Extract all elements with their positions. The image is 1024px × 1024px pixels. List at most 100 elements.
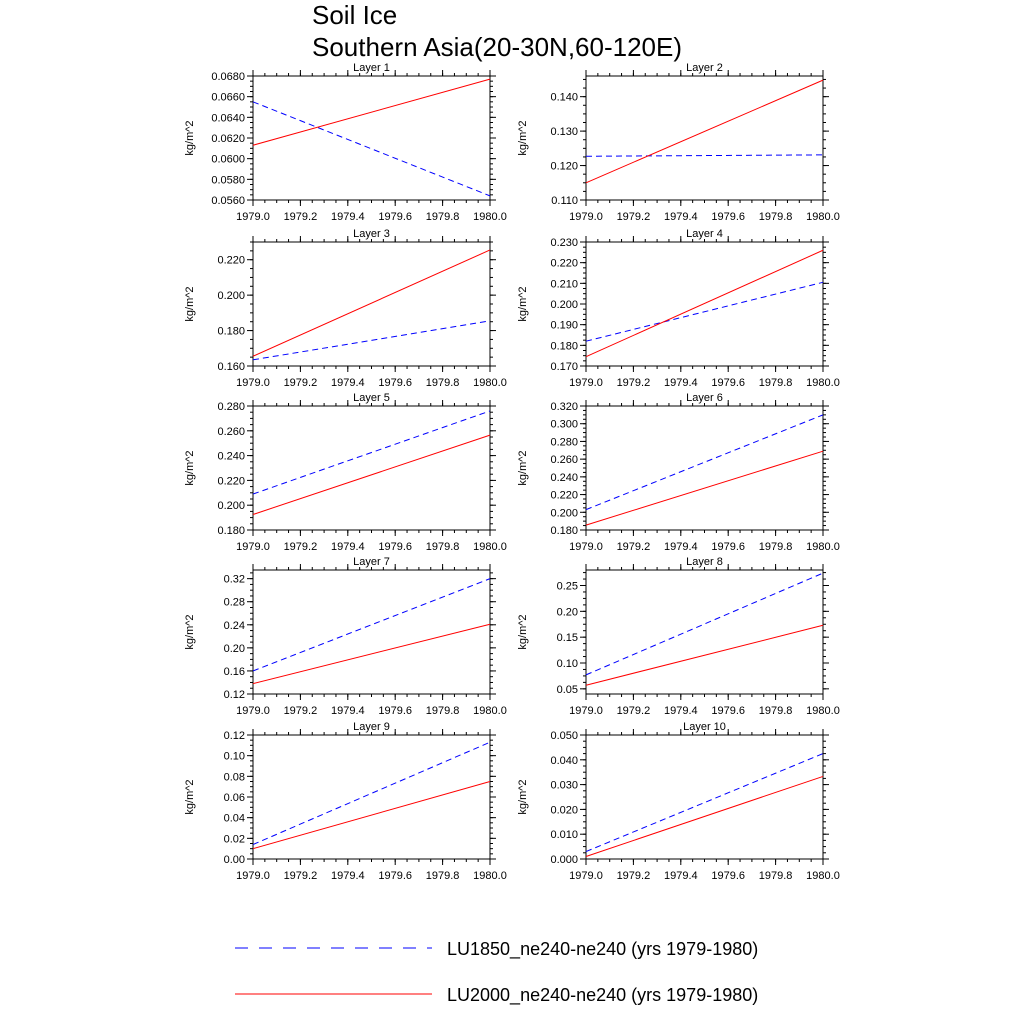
layer-1-series-lu1850-line [252,101,491,197]
legend: LU1850_ne240-ne240 (yrs 1979-1980) LU200… [235,939,758,1006]
layer-4-title: Layer 4 [686,228,723,240]
layer-6-y-tick-label: 0.300 [550,419,578,431]
layer-1-y-tick-label: 0.0680 [211,71,245,83]
layer-10-y-tick-label: 0.000 [550,854,578,866]
layer-3-plot-frame [252,241,491,367]
layer-6-y-tick-label: 0.180 [550,525,578,537]
layer-10-series-lu2000-line [585,775,824,857]
layer-5-x-tick-label: 1979.6 [378,541,412,553]
layer-1-x-tick-label: 1979.8 [426,211,460,223]
layer-5-series-lu2000-line [252,434,491,515]
layer-6-x-tick-label: 1979.0 [569,541,603,553]
layer-2-series-lu2000-line [585,79,824,184]
layer-3-panel: Layer 3 1979.0 1979.2 1979.4 1979.6 1979.8 198… [184,228,507,389]
layer-9-x-tick-label: 1979.4 [331,870,365,882]
layer-1-y-tick-label: 0.0620 [211,133,245,145]
layer-6-plot-frame [585,405,824,531]
layer-4-y-tick-label: 0.170 [550,361,578,373]
layer-8-y-axis-label: kg/m^2 [517,614,529,649]
layer-8-x-tick-label: 1979.4 [664,705,698,717]
layer-5-x-tick-label: 1979.0 [236,541,270,553]
layer-8-title: Layer 8 [686,556,723,568]
layer-7-x-tick-label: 1979.8 [426,705,460,717]
layer-7-y-tick-label: 0.24 [224,620,245,632]
layer-10-y-tick-label: 0.040 [550,755,578,767]
layer-10-y-tick-label: 0.030 [550,780,578,792]
layer-6-x-tick-label: 1979.6 [711,541,745,553]
layer-7-title: Layer 7 [353,556,390,568]
layer-9-y-tick-label: 0.04 [224,813,245,825]
layer-5-y-tick-label: 0.200 [217,500,245,512]
layer-9-series-lu1850-line [252,741,491,845]
layer-8-y-tick-label: 0.10 [557,658,578,670]
layer-1-series-lu2000-line [252,78,491,146]
layer-2-y-tick-label: 0.140 [550,92,578,104]
layer-2-title: Layer 2 [686,62,723,74]
layer-7-y-tick-label: 0.32 [224,574,245,586]
layer-1-x-tick-label: 1979.4 [331,211,365,223]
layer-3-x-tick-label: 1979.8 [426,377,460,389]
layer-7-y-axis-label: kg/m^2 [184,614,196,649]
layer-9-x-tick-label: 1979.8 [426,870,460,882]
layer-1-title: Layer 1 [353,62,390,74]
layer-5-panel: Layer 5 1979.0 1979.2 1979.4 1979.6 1979.8 198… [184,392,507,553]
layer-8-x-tick-label: 1980.0 [806,705,840,717]
layer-6-y-axis-label: kg/m^2 [517,450,529,485]
layer-6-y-tick-label: 0.260 [550,454,578,466]
layer-10-x-tick-label: 1979.8 [759,870,793,882]
layer-9-x-tick-label: 1979.6 [378,870,412,882]
layer-10-x-tick-label: 1979.2 [617,870,651,882]
layer-7-y-tick-label: 0.16 [224,666,245,678]
layer-2-plot-frame [585,75,824,201]
layer-5-x-tick-label: 1979.8 [426,541,460,553]
layer-6-x-tick-label: 1979.2 [617,541,651,553]
layer-5-y-tick-label: 0.280 [217,401,245,413]
layer-2-x-tick-label: 1979.2 [617,211,651,223]
layer-6-y-tick-label: 0.200 [550,507,578,519]
layer-6-y-tick-label: 0.220 [550,490,578,502]
layer-10-title: Layer 10 [683,721,726,733]
layer-4-y-tick-label: 0.190 [550,320,578,332]
layer-6-y-tick-label: 0.320 [550,401,578,413]
layer-4-x-tick-label: 1980.0 [806,377,840,389]
layer-2-y-tick-label: 0.110 [551,195,578,207]
layer-2-y-tick-label: 0.120 [550,161,578,173]
layer-5-series-lu1850-line [252,410,491,495]
legend-label-lu1850: LU1850_ne240-ne240 (yrs 1979-1980) [447,939,758,960]
layer-1-y-tick-label: 0.0640 [211,112,245,124]
layer-4-x-tick-label: 1979.8 [759,377,793,389]
layer-1-x-tick-label: 1979.6 [378,211,412,223]
layer-3-x-tick-label: 1979.6 [378,377,412,389]
layer-1-y-tick-label: 0.0660 [211,92,245,104]
layer-3-y-tick-label: 0.200 [217,290,245,302]
layer-10-x-tick-label: 1979.4 [664,870,698,882]
layer-1-x-tick-label: 1979.0 [236,211,270,223]
layer-8-x-tick-label: 1979.6 [711,705,745,717]
layer-2-x-tick-label: 1979.0 [569,211,603,223]
layer-6-x-tick-label: 1980.0 [806,541,840,553]
layer-3-title: Layer 3 [353,228,390,240]
layer-8-x-tick-label: 1979.8 [759,705,793,717]
layer-4-y-tick-label: 0.200 [550,299,578,311]
layer-10-y-tick-label: 0.010 [550,829,578,841]
layer-7-y-tick-label: 0.28 [224,597,245,609]
layer-2-panel: Layer 2 1979.0 1979.2 1979.4 1979.6 1979.8 198… [517,62,840,223]
layer-4-x-tick-label: 1979.4 [664,377,698,389]
layer-5-x-tick-label: 1980.0 [473,541,507,553]
layer-9-y-axis-label: kg/m^2 [184,779,196,814]
layer-9-y-tick-label: 0.02 [224,833,245,845]
layer-1-y-axis-label: kg/m^2 [184,120,196,155]
layer-7-y-tick-label: 0.12 [224,689,245,701]
layer-8-series-lu2000-line [585,624,824,686]
layer-1-x-tick-label: 1980.0 [473,211,507,223]
layer-6-title: Layer 6 [686,392,723,404]
layer-4-y-tick-label: 0.210 [550,278,578,290]
layer-2-x-tick-label: 1979.8 [759,211,793,223]
layer-9-y-tick-label: 0.12 [224,730,245,742]
layer-7-x-tick-label: 1979.6 [378,705,412,717]
layer-7-series-lu2000-line [252,623,491,685]
layer-2-x-tick-label: 1979.6 [711,211,745,223]
layer-3-x-tick-label: 1979.0 [236,377,270,389]
layer-1-y-tick-label: 0.0560 [211,195,245,207]
